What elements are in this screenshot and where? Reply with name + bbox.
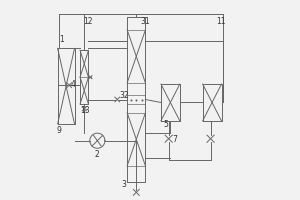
Text: 12: 12 [83, 17, 93, 26]
Text: 5: 5 [164, 120, 168, 129]
Text: 13: 13 [80, 106, 90, 115]
Text: 7: 7 [172, 135, 178, 144]
Text: 1: 1 [59, 35, 64, 44]
Text: 4: 4 [70, 80, 75, 89]
Text: 31: 31 [141, 17, 150, 26]
Text: 32: 32 [120, 91, 129, 100]
Text: 3: 3 [122, 180, 127, 189]
Text: 9: 9 [57, 126, 62, 135]
Text: 2: 2 [94, 150, 99, 159]
Text: 11: 11 [217, 17, 226, 26]
